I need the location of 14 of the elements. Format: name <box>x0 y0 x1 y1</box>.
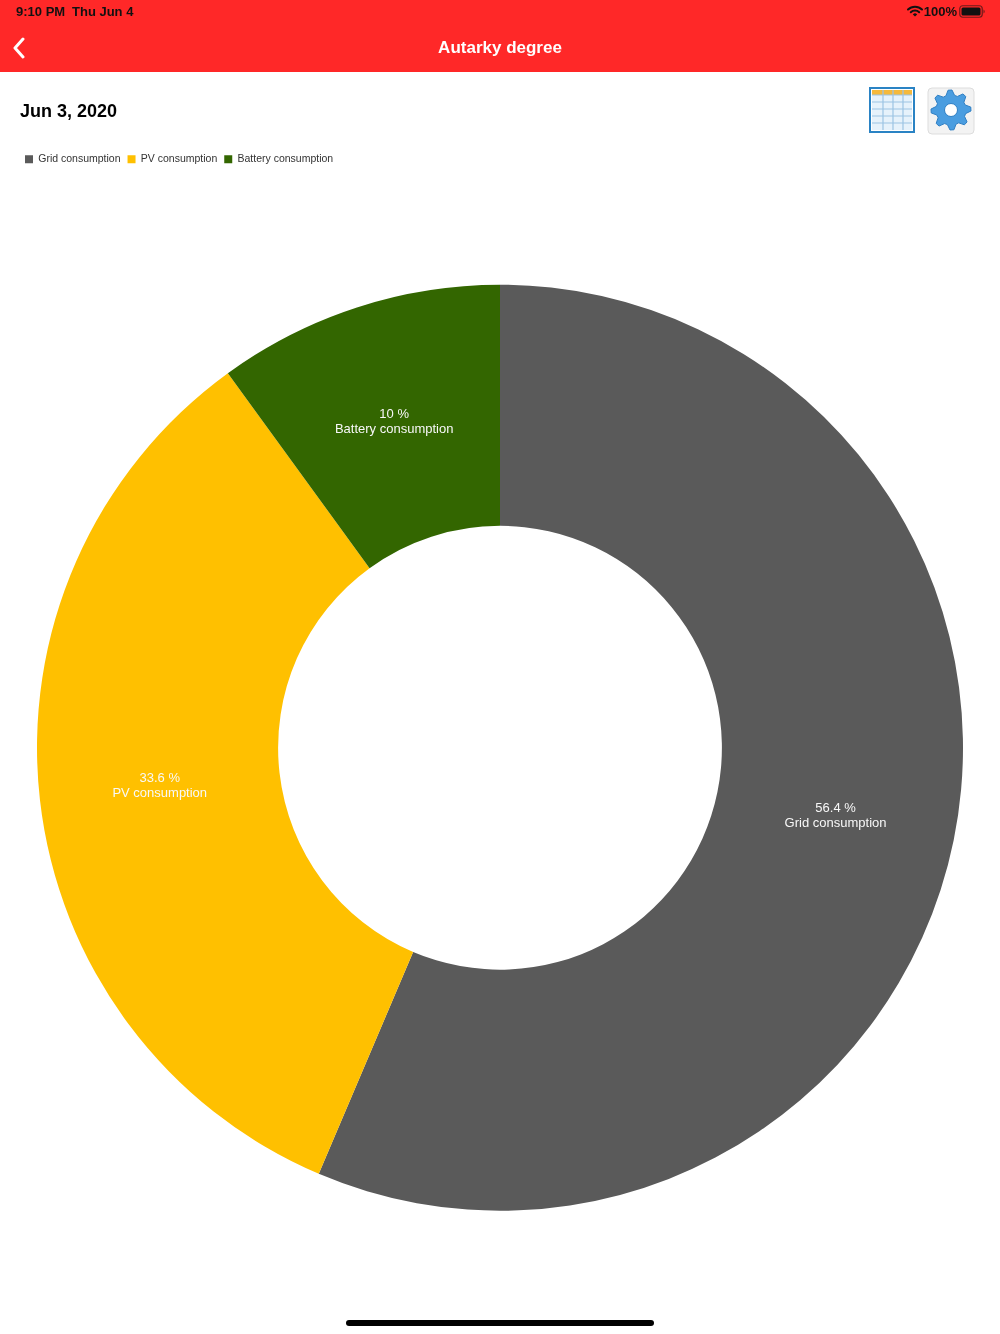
legend-label: PV consumption <box>140 152 218 165</box>
text: Thu Jun 4 <box>72 4 134 20</box>
chart-title: Autarky degree <box>437 38 563 58</box>
slice-label: PV consumption <box>112 785 208 801</box>
slice-label: Grid consumption <box>784 815 887 831</box>
text: 9:10 PM <box>16 4 66 20</box>
data-label: 56.4 % <box>815 800 857 816</box>
data-label: 10 % <box>379 406 410 422</box>
legend-label: Grid consumption <box>38 152 121 165</box>
data-label: 33.6 % <box>139 770 181 786</box>
legend-label: Battery consumption <box>237 152 334 165</box>
chart-subtitle: Jun 3, 2020 <box>20 100 118 122</box>
text: 100% <box>923 4 957 20</box>
slice-label: Battery consumption <box>334 421 454 437</box>
